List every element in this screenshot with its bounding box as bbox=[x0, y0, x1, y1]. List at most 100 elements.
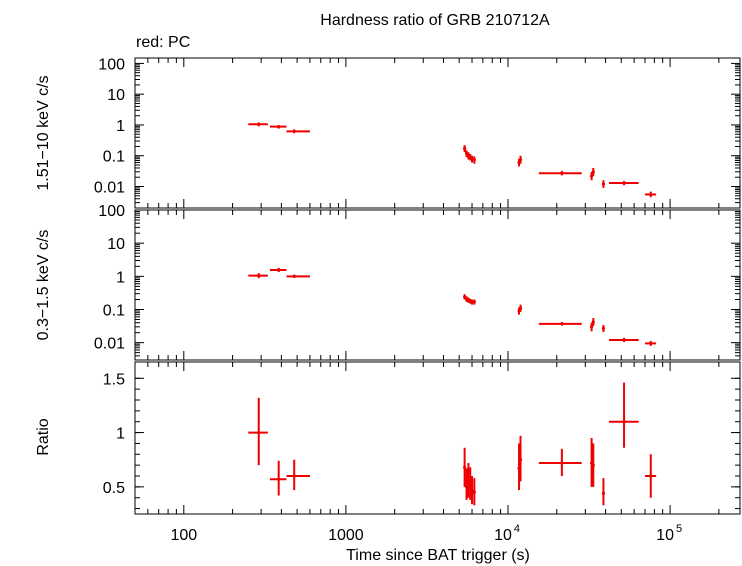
data-marker bbox=[591, 170, 595, 174]
data-marker bbox=[463, 465, 467, 469]
data-marker bbox=[463, 147, 467, 151]
panel-hard: 100 10 1 0.1 0.01 bbox=[94, 56, 741, 209]
data-marker bbox=[472, 157, 476, 162]
y-tick-label: 0.01 bbox=[94, 336, 125, 353]
data-marker bbox=[591, 320, 595, 324]
panel-frame-hard bbox=[134, 57, 741, 209]
data-marker bbox=[292, 274, 296, 278]
data-marker bbox=[464, 485, 469, 489]
x-tick-label-exponent: 5 bbox=[676, 523, 682, 535]
data-point-hard bbox=[286, 129, 310, 134]
data-marker bbox=[601, 182, 606, 186]
data-point-soft bbox=[609, 337, 639, 342]
y-tick-label: 100 bbox=[98, 203, 125, 220]
data-marker bbox=[277, 477, 281, 481]
x-tick-label-exponent: 4 bbox=[514, 523, 520, 535]
y-tick-label: 1 bbox=[116, 426, 125, 443]
y-tick-label: 1 bbox=[116, 269, 125, 286]
data-point-ratio bbox=[463, 447, 467, 487]
data-marker bbox=[649, 474, 653, 478]
y-tick-label: 1.5 bbox=[103, 371, 125, 388]
data-marker bbox=[257, 274, 261, 278]
data-marker bbox=[601, 491, 606, 495]
data-point-ratio bbox=[248, 397, 268, 466]
panel-ratio: 1.5 1 0.5 bbox=[103, 361, 741, 515]
x-axis-label: Time since BAT trigger (s) bbox=[346, 547, 530, 564]
data-marker bbox=[257, 430, 261, 435]
data-marker bbox=[257, 122, 261, 126]
y-tick-label: 10 bbox=[107, 87, 125, 104]
y-axis-label-ratio: Ratio bbox=[35, 418, 52, 455]
data-point-soft bbox=[472, 299, 476, 305]
data-marker bbox=[649, 341, 653, 345]
data-marker bbox=[622, 338, 626, 342]
data-marker bbox=[518, 458, 523, 462]
chart-title: Hardness ratio of GRB 210712A bbox=[320, 12, 550, 29]
y-tick-label: 1 bbox=[116, 118, 125, 135]
data-marker bbox=[470, 300, 474, 304]
data-marker bbox=[649, 192, 653, 197]
data-marker bbox=[591, 463, 595, 467]
legend-label: red: PC bbox=[136, 34, 190, 51]
data-point-ratio bbox=[470, 476, 474, 505]
x-tick-label: 100 bbox=[170, 527, 197, 544]
data-point-hard bbox=[466, 152, 471, 160]
data-marker bbox=[590, 325, 594, 329]
data-marker bbox=[464, 151, 469, 155]
data-point-soft bbox=[590, 322, 594, 332]
data-point-ratio bbox=[269, 460, 287, 496]
data-marker bbox=[277, 125, 281, 129]
data-point-hard bbox=[601, 180, 606, 188]
data-point-ratio bbox=[518, 435, 523, 482]
x-tick-label: 10 bbox=[494, 527, 512, 544]
data-point-hard bbox=[518, 155, 523, 164]
x-tick-label: 10 bbox=[656, 527, 674, 544]
data-point-soft bbox=[286, 274, 310, 278]
panel-frame-ratio bbox=[134, 361, 741, 515]
data-marker bbox=[518, 306, 523, 310]
data-point-hard bbox=[464, 150, 469, 158]
data-point-ratio bbox=[591, 443, 595, 487]
y-tick-label: 10 bbox=[107, 236, 125, 253]
data-point-hard bbox=[269, 124, 287, 129]
data-point-ratio bbox=[601, 478, 606, 506]
data-point-ratio bbox=[464, 468, 469, 500]
y-axis-label-soft: 0.3−1.5 keV c/s bbox=[35, 230, 52, 341]
data-point-soft bbox=[591, 318, 595, 326]
data-point-hard bbox=[538, 170, 582, 176]
data-point-hard bbox=[644, 191, 657, 198]
data-marker bbox=[601, 326, 606, 330]
data-marker bbox=[622, 420, 626, 424]
data-point-soft bbox=[601, 325, 606, 332]
data-marker bbox=[292, 129, 296, 133]
y-tick-label: 0.1 bbox=[103, 149, 125, 166]
y-axis-label-hard: 1.51−10 keV c/s bbox=[35, 75, 52, 190]
data-point-ratio bbox=[538, 448, 582, 476]
data-point-hard bbox=[463, 145, 467, 153]
data-point-soft bbox=[470, 299, 474, 305]
y-tick-label: 0.01 bbox=[94, 179, 125, 196]
data-point-soft bbox=[538, 321, 582, 326]
data-point-soft bbox=[269, 267, 287, 273]
data-point-soft bbox=[248, 273, 268, 279]
data-marker bbox=[472, 490, 476, 494]
data-point-hard bbox=[609, 181, 639, 186]
data-marker bbox=[560, 461, 564, 465]
panel-soft: 100 10 1 0.1 0.01 bbox=[94, 203, 741, 361]
data-marker bbox=[518, 157, 523, 162]
x-tick-label: 1000 bbox=[328, 527, 364, 544]
data-marker bbox=[466, 479, 471, 484]
data-point-soft bbox=[644, 341, 657, 346]
data-marker bbox=[622, 181, 626, 185]
data-point-hard bbox=[248, 122, 268, 127]
data-marker bbox=[472, 300, 476, 304]
y-tick-label: 0.1 bbox=[103, 302, 125, 319]
data-point-ratio bbox=[466, 462, 471, 498]
panel-frame-soft bbox=[134, 209, 741, 361]
data-point-hard bbox=[472, 156, 476, 164]
data-point-ratio bbox=[286, 459, 310, 491]
data-point-soft bbox=[518, 304, 523, 312]
data-marker bbox=[292, 474, 296, 478]
